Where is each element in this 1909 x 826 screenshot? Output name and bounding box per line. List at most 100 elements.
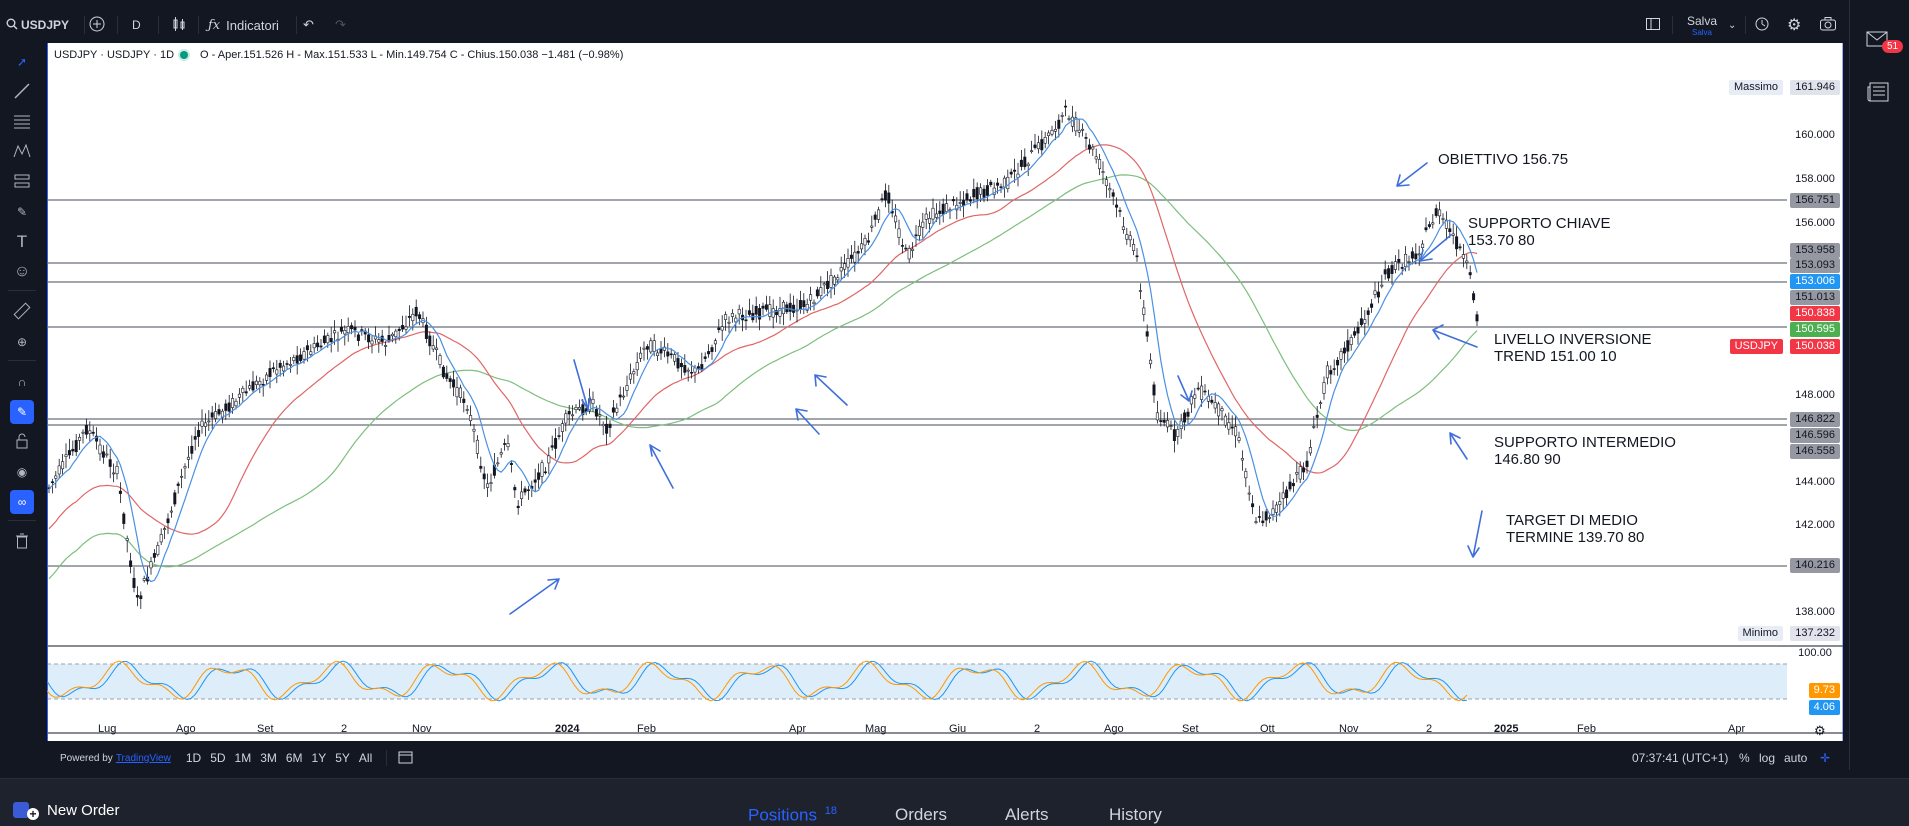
candle-body (506, 443, 510, 448)
candle-body (142, 578, 146, 581)
fib-tool[interactable] (10, 110, 34, 134)
candle-body (1074, 117, 1078, 132)
new-order-button[interactable]: New Order (47, 802, 120, 819)
cursor-tool[interactable]: ➚ (10, 50, 34, 74)
time-axis[interactable]: Lug Ago Set 2 Nov 2024 Feb Apr Mag Giu 2… (47, 723, 1787, 741)
range-1y[interactable]: 1Y (311, 751, 327, 765)
goto-date-button[interactable] (398, 750, 414, 767)
log-toggle[interactable]: log (1759, 751, 1776, 765)
candle-body (186, 456, 190, 460)
tab-history[interactable]: History (1109, 805, 1162, 824)
candle-body (1135, 255, 1139, 258)
measure-tool[interactable] (10, 300, 34, 324)
range-5d[interactable]: 5D (210, 751, 226, 765)
save-menu-button[interactable]: ⌄ (1728, 14, 1736, 36)
redo-button[interactable]: ↷ (335, 14, 346, 36)
new-order-icon (13, 802, 29, 818)
candle-body (1091, 146, 1095, 150)
pattern-tool[interactable] (10, 140, 34, 164)
forecast-tool[interactable] (10, 170, 34, 194)
text-tool[interactable]: T (10, 230, 34, 254)
indicators-button[interactable]: ƒx Indicatori (208, 14, 279, 36)
forecast-icon (13, 172, 31, 193)
range-3m[interactable]: 3M (260, 751, 277, 765)
emoji-tool[interactable]: ☺ (10, 260, 34, 284)
clock-label[interactable]: 07:37:41 (UTC+1) (1632, 751, 1729, 765)
range-6m[interactable]: 6M (285, 751, 303, 765)
range-1d[interactable]: 1D (185, 751, 202, 765)
candle-body (166, 518, 170, 524)
candle-body (1475, 314, 1479, 322)
range-1m[interactable]: 1M (234, 751, 252, 765)
trendline-tool[interactable] (10, 80, 34, 104)
tradingview-link[interactable]: TradingView (115, 752, 171, 764)
indicators-label: Indicatori (226, 17, 279, 33)
lock-tool[interactable] (10, 430, 34, 454)
range-all[interactable]: All (358, 751, 373, 765)
annotation-reversal-1[interactable]: LIVELLO INVERSIONE (1494, 331, 1652, 348)
chart-type-button[interactable] (171, 14, 187, 36)
market-status-icon (180, 51, 189, 59)
delete-tool[interactable] (10, 530, 34, 554)
magnet-tool[interactable]: ∩ (10, 370, 34, 394)
candle-body (754, 306, 758, 315)
symbol-search[interactable]: USDJPY (6, 14, 69, 36)
crosshair-icon[interactable]: ✛ (1820, 751, 1831, 765)
candle-body (669, 353, 673, 356)
chart-canvas[interactable] (47, 43, 1843, 741)
news-button[interactable] (1867, 82, 1889, 105)
candle-body (1373, 290, 1377, 295)
candle-body (744, 319, 748, 322)
save-button[interactable]: Salva Salva (1682, 14, 1722, 37)
annotation-mid-support-2[interactable]: 146.80 90 (1494, 451, 1561, 468)
annotation-mid-support-1[interactable]: SUPPORTO INTERMEDIO (1494, 434, 1676, 451)
zoom-tool[interactable]: ⊕ (10, 330, 34, 354)
layout-button[interactable] (1645, 14, 1661, 36)
undo-button[interactable]: ↶ (303, 14, 314, 36)
candle-body (849, 254, 853, 259)
annotation-mid-target-1[interactable]: TARGET DI MEDIO (1506, 512, 1638, 529)
tab-positions[interactable]: Positions 18 (748, 805, 837, 826)
tab-alerts[interactable]: Alerts (1005, 805, 1049, 824)
candle-body (1087, 144, 1091, 150)
annotation-mid-target-2[interactable]: TERMINE 139.70 80 (1506, 529, 1645, 546)
price-axis[interactable]: 160.000 158.000 156.000 148.000 144.000 … (1787, 43, 1843, 646)
brush-tool[interactable]: ✎ (10, 200, 34, 224)
candle-body (608, 423, 612, 428)
candle-body (1349, 337, 1353, 345)
candle-body (547, 455, 551, 464)
chart-area[interactable]: USDJPY · USDJPY · 1D O - Aper.151.526 H … (47, 43, 1843, 741)
candle-body (1240, 458, 1244, 461)
candle-body (904, 247, 908, 250)
annotation-key-support-2[interactable]: 153.70 80 (1468, 232, 1535, 249)
axis-settings-button[interactable]: ⚙ (1814, 723, 1826, 739)
compare-button[interactable] (89, 14, 105, 36)
alert-button[interactable] (1754, 14, 1770, 36)
candle-body (156, 545, 160, 555)
annotation-reversal-2[interactable]: TREND 151.00 10 (1494, 348, 1617, 365)
candle-body (554, 438, 558, 449)
snapshot-button[interactable] (1819, 14, 1837, 36)
percent-toggle[interactable]: % (1739, 751, 1750, 765)
settings-button[interactable]: ⚙ (1787, 14, 1801, 36)
chevron-down-icon: ⌄ (1728, 19, 1737, 31)
candle-body (407, 316, 411, 318)
interval-button[interactable]: D (132, 14, 141, 36)
auto-toggle[interactable]: auto (1784, 751, 1808, 765)
plus-icon: + (27, 808, 39, 820)
drawing-mode-tool[interactable]: ✎ (10, 400, 34, 424)
sync-tool[interactable]: ∞ (10, 490, 34, 514)
annotation-target[interactable]: OBIETTIVO 156.75 (1438, 151, 1569, 168)
candle-body (540, 462, 544, 477)
tab-orders[interactable]: Orders (895, 805, 947, 824)
messages-button[interactable]: 51 (1866, 30, 1904, 53)
candle-body (1468, 272, 1472, 276)
candle-body (390, 333, 394, 337)
hide-tool[interactable]: ◉ (10, 460, 34, 484)
annotation-key-support-1[interactable]: SUPPORTO CHIAVE (1468, 215, 1611, 232)
candle-body (1220, 408, 1224, 412)
range-5y[interactable]: 5Y (335, 751, 350, 765)
candle-body (74, 440, 78, 453)
candle-body (1332, 368, 1336, 370)
candle-body (520, 491, 524, 500)
